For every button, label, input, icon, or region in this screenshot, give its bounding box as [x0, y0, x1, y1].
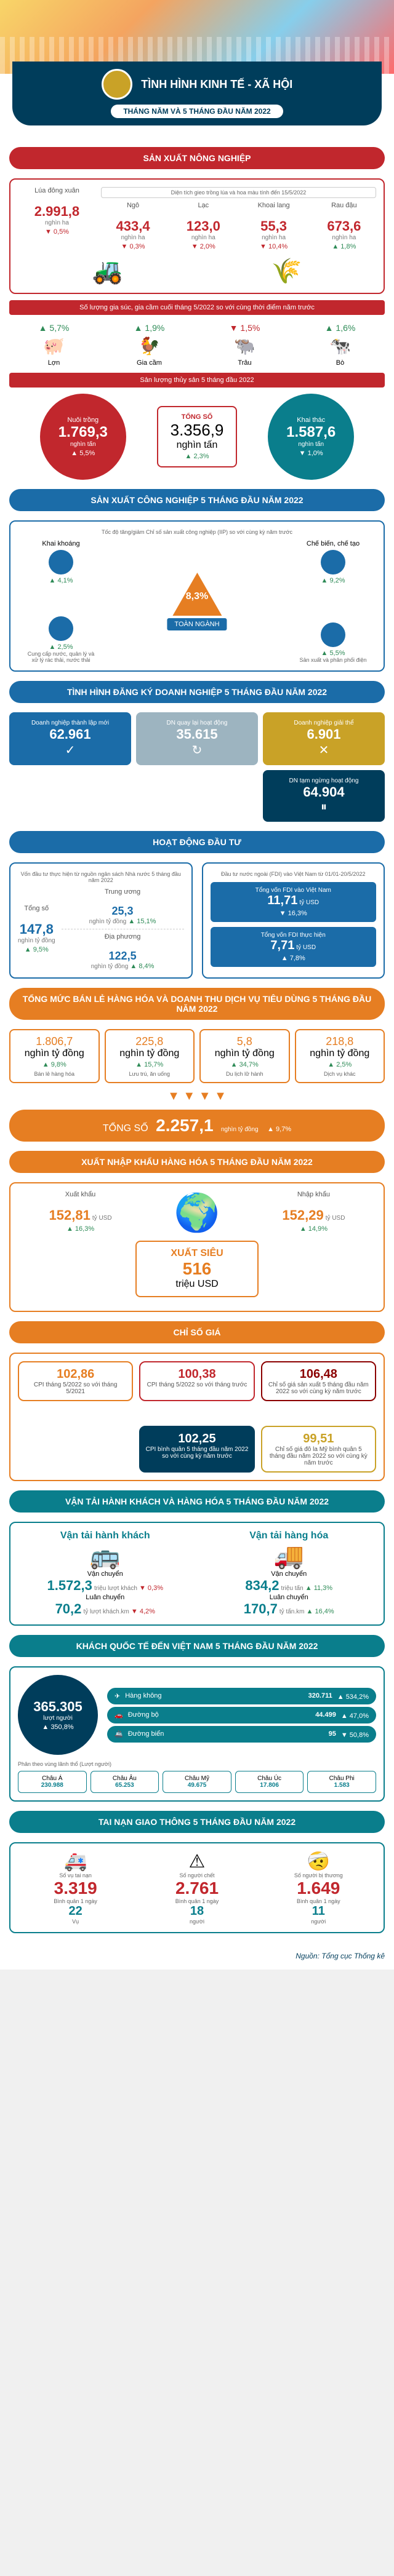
agri-header: SẢN XUẤT NÔNG NGHIỆP: [9, 147, 385, 169]
accident-card: 🚑 Số vụ tai nạn 3.319 Bình quân 1 ngày 2…: [18, 1851, 133, 1925]
continent-card: Châu Phi1.583: [307, 1771, 376, 1793]
livestock-label: Số lượng gia súc, gia cầm cuối tháng 5/2…: [9, 300, 385, 315]
invest-header: HOẠT ĐỘNG ĐẦU TƯ: [9, 831, 385, 853]
retail-card: 1.806,7 nghìn tỷ đồng 9,8% Bán lẻ hàng h…: [9, 1029, 100, 1083]
corner-tl: Khai khoáng 4,1%: [24, 540, 98, 584]
fish-total: TỔNG SỐ 3.356,9 nghìn tấn 2,3%: [157, 406, 238, 467]
truck-icon: 🚚: [202, 1541, 377, 1570]
transport-cargo: Vận tải hàng hóa 🚚 Vận chuyển834,2 triệu…: [202, 1530, 377, 1617]
retail-card: 218,8 nghìn tỷ đồng 2,5% Dịch vụ khác: [295, 1029, 385, 1083]
retail-total: TỔNG SỐ 2.257,1 nghìn tỷ đồng 9,7%: [9, 1110, 385, 1142]
biz-card: Doanh nghiệp giải thể 6.901 ✕: [263, 712, 385, 765]
accident-header: TAI NẠN GIAO THÔNG 5 THÁNG ĐẦU NĂM 2022: [9, 1811, 385, 1833]
cpi-card: 102,25CPI bình quân 5 tháng đầu năm 2022…: [139, 1426, 254, 1473]
accident-icon: 🚑: [18, 1851, 133, 1872]
industry-box: Tốc độ tăng/giảm Chỉ số sản xuất công ng…: [9, 520, 385, 672]
invest-right: Đầu tư nước ngoài (FDI) vào Việt Nam từ …: [202, 862, 385, 979]
continent-card: Châu Á230.988: [18, 1771, 87, 1793]
title-band: TÌNH HÌNH KINH TẾ - XÃ HỘI THÁNG NĂM VÀ …: [12, 62, 382, 125]
mode-row: ✈ Hàng không 320.711 534,2%: [107, 1688, 376, 1704]
livestock-stat: 1,6% 🐄 Bò: [296, 321, 385, 367]
mode-icon: 🚢: [115, 1730, 123, 1738]
tractor-icon: 🚜: [92, 256, 123, 285]
industry-header: SẢN XUẤT CÔNG NGHIỆP 5 THÁNG ĐẦU NĂM 202…: [9, 489, 385, 511]
corner-bl: 2,5% Cung cấp nước, quản lý và xử lý rác…: [24, 614, 98, 663]
cpi-card: 102,86CPI tháng 5/2022 so với tháng 5/20…: [18, 1361, 133, 1401]
biz-header: TÌNH HÌNH ĐĂNG KÝ DOANH NGHIỆP 5 THÁNG Đ…: [9, 681, 385, 703]
crop-stat: Lạc123,0 nghìn ha2,0%: [171, 202, 235, 250]
cpi-card: 106,48Chỉ số giá sản xuất 5 tháng đầu nă…: [261, 1361, 376, 1401]
livestock-stat: 1,9% 🐓 Gia cầm: [105, 321, 194, 367]
continent-card: Châu Âu65.253: [90, 1771, 159, 1793]
grain-icon: 🌾: [271, 256, 302, 285]
mode-row: 🚢 Đường biển 95 50,8%: [107, 1726, 376, 1743]
animal-icon: 🐄: [296, 336, 385, 356]
mode-icon: 🚗: [115, 1711, 123, 1719]
logo-icon: [102, 69, 132, 100]
mode-icon: ✈: [115, 1692, 120, 1700]
animal-icon: 🐓: [105, 336, 194, 356]
biz-card: DN quay lại hoạt động 35.615 ↻: [136, 712, 258, 765]
biz-grid: Doanh nghiệp thành lập mới 62.961 ✓ DN q…: [9, 712, 385, 822]
tourist-total: 365.305 lượt người 350,8%: [18, 1675, 98, 1755]
accident-card: 🤕 Số người bị thương 1.649 Bình quân 1 n…: [261, 1851, 376, 1925]
tourist-header: KHÁCH QUỐC TẾ ĐẾN VIỆT NAM 5 THÁNG ĐẦU N…: [9, 1635, 385, 1657]
fish-row: Nuôi trồng 1.769,3 nghìn tấn 5,5% TỔNG S…: [9, 394, 385, 480]
down-arrows-icon: ▼ ▼ ▼ ▼: [9, 1089, 385, 1103]
accident-card: ⚠ Số người chết 2.761 Bình quân 1 ngày 1…: [139, 1851, 254, 1925]
cpi-card: 99,51Chỉ số giá đô la Mỹ bình quân 5 thá…: [261, 1426, 376, 1473]
main-title: TÌNH HÌNH KINH TẾ - XÃ HỘI: [141, 78, 292, 91]
rice-stat: Lúa đông xuân 2.991,8 nghìn ha 0,5%: [18, 187, 96, 250]
fish-farm: Nuôi trồng 1.769,3 nghìn tấn 5,5%: [40, 394, 126, 480]
retail-header: TỔNG MỨC BÁN LẺ HÀNG HÓA VÀ DOANH THU DỊ…: [9, 988, 385, 1020]
transport-pax: Vận tải hành khách 🚌 Vận chuyển1.572,3 t…: [18, 1530, 193, 1617]
livestock-stat: 1,5% 🐃 Trâu: [200, 321, 289, 367]
industry-center: 8,3% TOÀN NGÀNH: [167, 573, 227, 630]
continent-card: Châu Úc17.806: [235, 1771, 304, 1793]
cpi-header: CHỈ SỐ GIÁ: [9, 1321, 385, 1343]
animal-icon: 🐃: [200, 336, 289, 356]
surplus-box: XUẤT SIÊU 516 triệu USD: [135, 1241, 259, 1297]
cpi-card: 100,38CPI tháng 5/2022 so với tháng trướ…: [139, 1361, 254, 1401]
trade-header: XUẤT NHẬP KHẨU HÀNG HÓA 5 THÁNG ĐẦU NĂM …: [9, 1151, 385, 1173]
mode-row: 🚗 Đường bộ 44.499 47,0%: [107, 1707, 376, 1723]
globe-icon: 🌍: [174, 1191, 220, 1234]
footer-source: Nguồn: Tổng cục Thống kê: [0, 1942, 394, 1970]
retail-card: 5,8 nghìn tỷ đồng 34,7% Du lịch lữ hành: [199, 1029, 290, 1083]
animal-icon: 🐖: [9, 336, 98, 356]
fish-catch: Khai thác 1.587,6 nghìn tấn 1,0%: [268, 394, 354, 480]
biz-card: Doanh nghiệp thành lập mới 62.961 ✓: [9, 712, 131, 765]
agri-box: Lúa đông xuân 2.991,8 nghìn ha 0,5% Diện…: [9, 178, 385, 294]
corner-tr: Chế biến, chế tạo 9,2%: [296, 540, 370, 584]
crops-label: Diện tích gieo trồng lúa và hoa màu tính…: [101, 187, 376, 198]
continent-card: Châu Mỹ49.675: [163, 1771, 231, 1793]
biz-card: DN tạm ngừng hoạt động 64.904 ⏸: [263, 770, 385, 822]
retail-card: 225,8 nghìn tỷ đồng 15,7% Lưu trú, ăn uố…: [105, 1029, 195, 1083]
transport-header: VẬN TẢI HÀNH KHÁCH VÀ HÀNG HÓA 5 THÁNG Đ…: [9, 1490, 385, 1513]
crop-stat: Rau đậu673,6 nghìn ha1,8%: [312, 202, 376, 250]
import-stat: Nhập khẩu 152,29 tỷ USD 14,9%: [282, 1191, 345, 1234]
export-stat: Xuất khẩu 152,81 tỷ USD 16,3%: [49, 1191, 112, 1234]
corner-br: 5,5% Sản xuất và phân phối điện: [296, 620, 370, 663]
livestock-stat: 5,7% 🐖 Lợn: [9, 321, 98, 367]
subtitle: THÁNG NĂM VÀ 5 THÁNG ĐẦU NĂM 2022: [111, 105, 283, 118]
accident-icon: ⚠: [139, 1851, 254, 1872]
fish-label: Sản lượng thủy sản 5 tháng đầu 2022: [9, 373, 385, 388]
accident-icon: 🤕: [261, 1851, 376, 1872]
crop-stat: Khoai lang55,3 nghìn ha10,4%: [241, 202, 305, 250]
crop-stat: Ngô433,4 nghìn ha0,3%: [101, 202, 165, 250]
invest-left: Vốn đầu tư thực hiện từ nguồn ngân sách …: [9, 862, 193, 979]
bus-icon: 🚌: [18, 1541, 193, 1570]
